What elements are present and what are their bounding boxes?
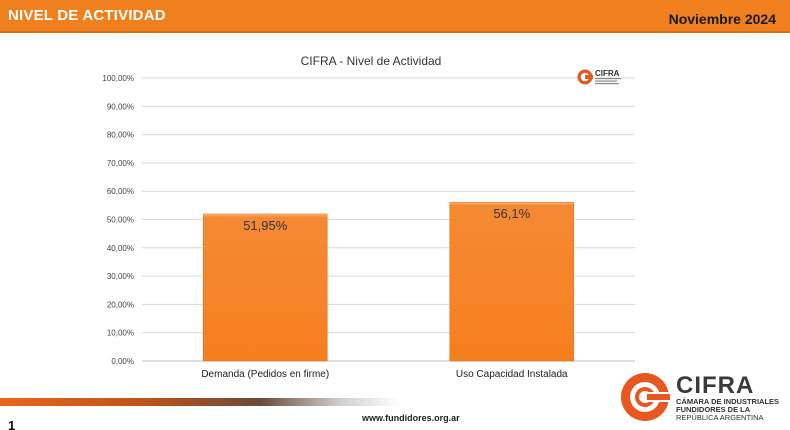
logo-line-3: REPÚBLICA ARGENTINA [676, 413, 764, 422]
page-number: 1 [8, 418, 16, 430]
bar [449, 201, 575, 362]
logo-line-2: FUNDIDORES DE LA [676, 405, 751, 414]
bar-chart: CIFRA - Nivel de Actividad 0,00% 10,00% 20… [102, 54, 635, 380]
cifra-logo: CIFRA CÁMARA DE INDUSTRIALES FUNDIDORES … [618, 372, 780, 424]
mini-logo-text: CIFRA [595, 69, 620, 78]
x-tick-label: Demanda (Pedidos en firme) [201, 369, 329, 380]
website-link[interactable]: www.fundidores.org.ar [362, 413, 460, 423]
y-axis-ticks: 0,00% 10,00% 20,00% 30,00% 40,00% 50,00% 60,00… [102, 74, 134, 366]
chart-title: CIFRA - Nivel de Actividad [301, 54, 442, 68]
bars: 51,95% 56,1% [202, 201, 575, 362]
header-bar: NIVEL DE ACTIVIDAD Noviembre 2024 [0, 0, 790, 33]
y-tick-label: 60,00% [107, 187, 134, 196]
y-tick-label: 20,00% [107, 300, 134, 309]
y-tick-label: 70,00% [107, 159, 134, 168]
y-tick-label: 0,00% [111, 357, 134, 366]
y-tick-label: 10,00% [107, 329, 134, 338]
data-label: 56,1% [493, 206, 530, 221]
x-axis-labels: Demanda (Pedidos en firme) Uso Capacidad … [201, 369, 568, 380]
report-date: Noviembre 2024 [668, 11, 776, 27]
y-tick-label: 100,00% [102, 74, 134, 83]
x-tick-label: Uso Capacidad Instalada [456, 369, 568, 380]
page-title: NIVEL DE ACTIVIDAD [8, 7, 166, 24]
y-tick-label: 40,00% [107, 244, 134, 253]
footer-gradient-bar [0, 398, 400, 406]
y-tick-label: 80,00% [107, 131, 134, 140]
bar [202, 213, 328, 362]
chart-container: CIFRA - Nivel de Actividad 0,00% 10,00% 20… [90, 45, 650, 390]
y-tick-label: 30,00% [107, 272, 134, 281]
y-tick-label: 90,00% [107, 102, 134, 111]
mini-cifra-logo: CIFRA [577, 69, 621, 85]
bar-top-highlight [449, 202, 574, 205]
cifra-logo-icon [621, 373, 670, 421]
data-label: 51,95% [243, 218, 288, 233]
logo-line-1: CÁMARA DE INDUSTRIALES [676, 397, 780, 406]
logo-name: CIFRA [676, 372, 755, 399]
y-tick-label: 50,00% [107, 216, 134, 225]
bar-top-highlight [203, 213, 328, 217]
